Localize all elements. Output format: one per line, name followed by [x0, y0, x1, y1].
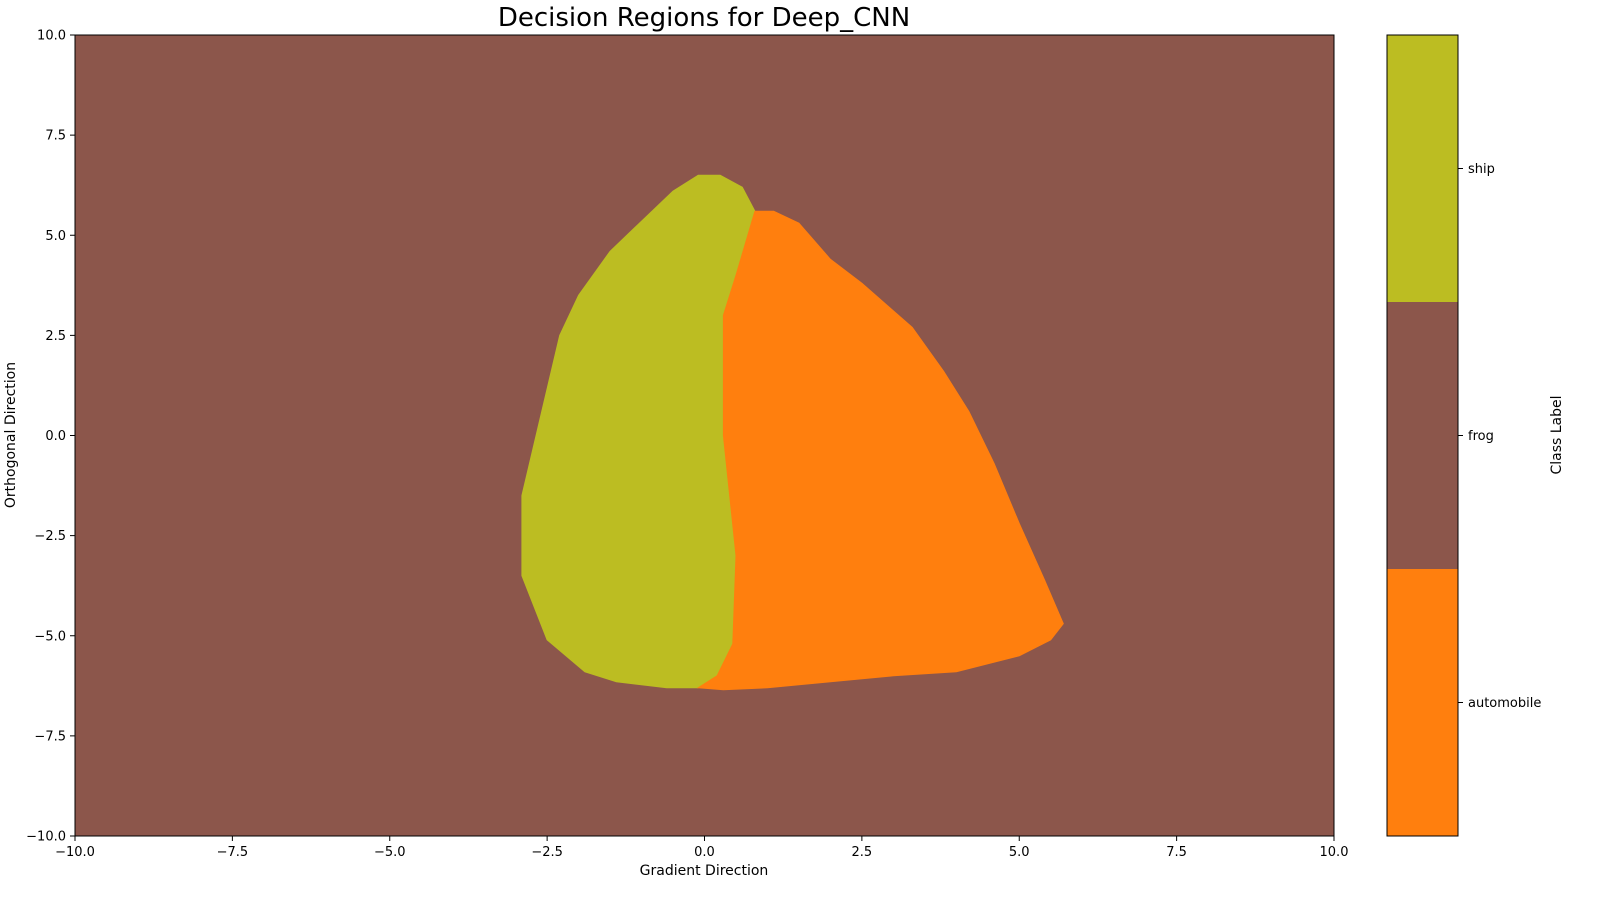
x-tick-label: −2.5	[531, 845, 563, 860]
colorbar-label: Class Label	[1549, 395, 1565, 474]
plot-area	[74, 34, 1335, 837]
y-tick-label: 5.0	[45, 229, 66, 244]
y-tick-label: 10.0	[37, 29, 66, 44]
y-axis-label: Orthogonal Direction	[3, 362, 19, 508]
y-tick-label: −5.0	[34, 629, 66, 644]
x-tick-label: 7.5	[1166, 845, 1187, 860]
x-tick-label: −10.0	[55, 845, 95, 860]
x-tick-label: −7.5	[217, 845, 249, 860]
x-tick-label: 5.0	[1009, 845, 1030, 860]
y-tick-label: −7.5	[34, 729, 66, 744]
y-tick-label: −10.0	[26, 830, 66, 845]
y-tick-label: −2.5	[34, 529, 66, 544]
decision-regions	[521, 174, 1064, 691]
colorbar-tick-label: automobile	[1468, 696, 1541, 711]
colorbar-tick-label: frog	[1468, 429, 1494, 444]
x-tick-label: 0.0	[694, 845, 715, 860]
colorbar-segment-frog	[1387, 302, 1458, 569]
y-tick-label: 7.5	[45, 129, 66, 144]
colorbar-tick-label: ship	[1468, 162, 1495, 177]
y-tick-label: 2.5	[45, 329, 66, 344]
x-tick-label: 2.5	[852, 845, 873, 860]
chart-title: Decision Regions for Deep_CNN	[498, 3, 910, 33]
y-tick-label: 0.0	[45, 429, 66, 444]
colorbar-segment-automobile	[1387, 569, 1458, 836]
x-axis: −10.0 −7.5 −5.0 −2.5 0.0 2.5 5.0 7.5 10.0	[55, 836, 1348, 860]
colorbar-segment-ship	[1387, 35, 1458, 302]
colorbar: automobile frog ship	[1386, 34, 1541, 837]
x-axis-label: Gradient Direction	[640, 863, 769, 879]
automobile-region	[696, 210, 1064, 691]
x-tick-label: 10.0	[1320, 845, 1349, 860]
x-tick-label: −5.0	[374, 845, 406, 860]
y-axis: −10.0 −7.5 −5.0 −2.5 0.0 2.5 5.0 7.5 10.0	[26, 29, 75, 845]
